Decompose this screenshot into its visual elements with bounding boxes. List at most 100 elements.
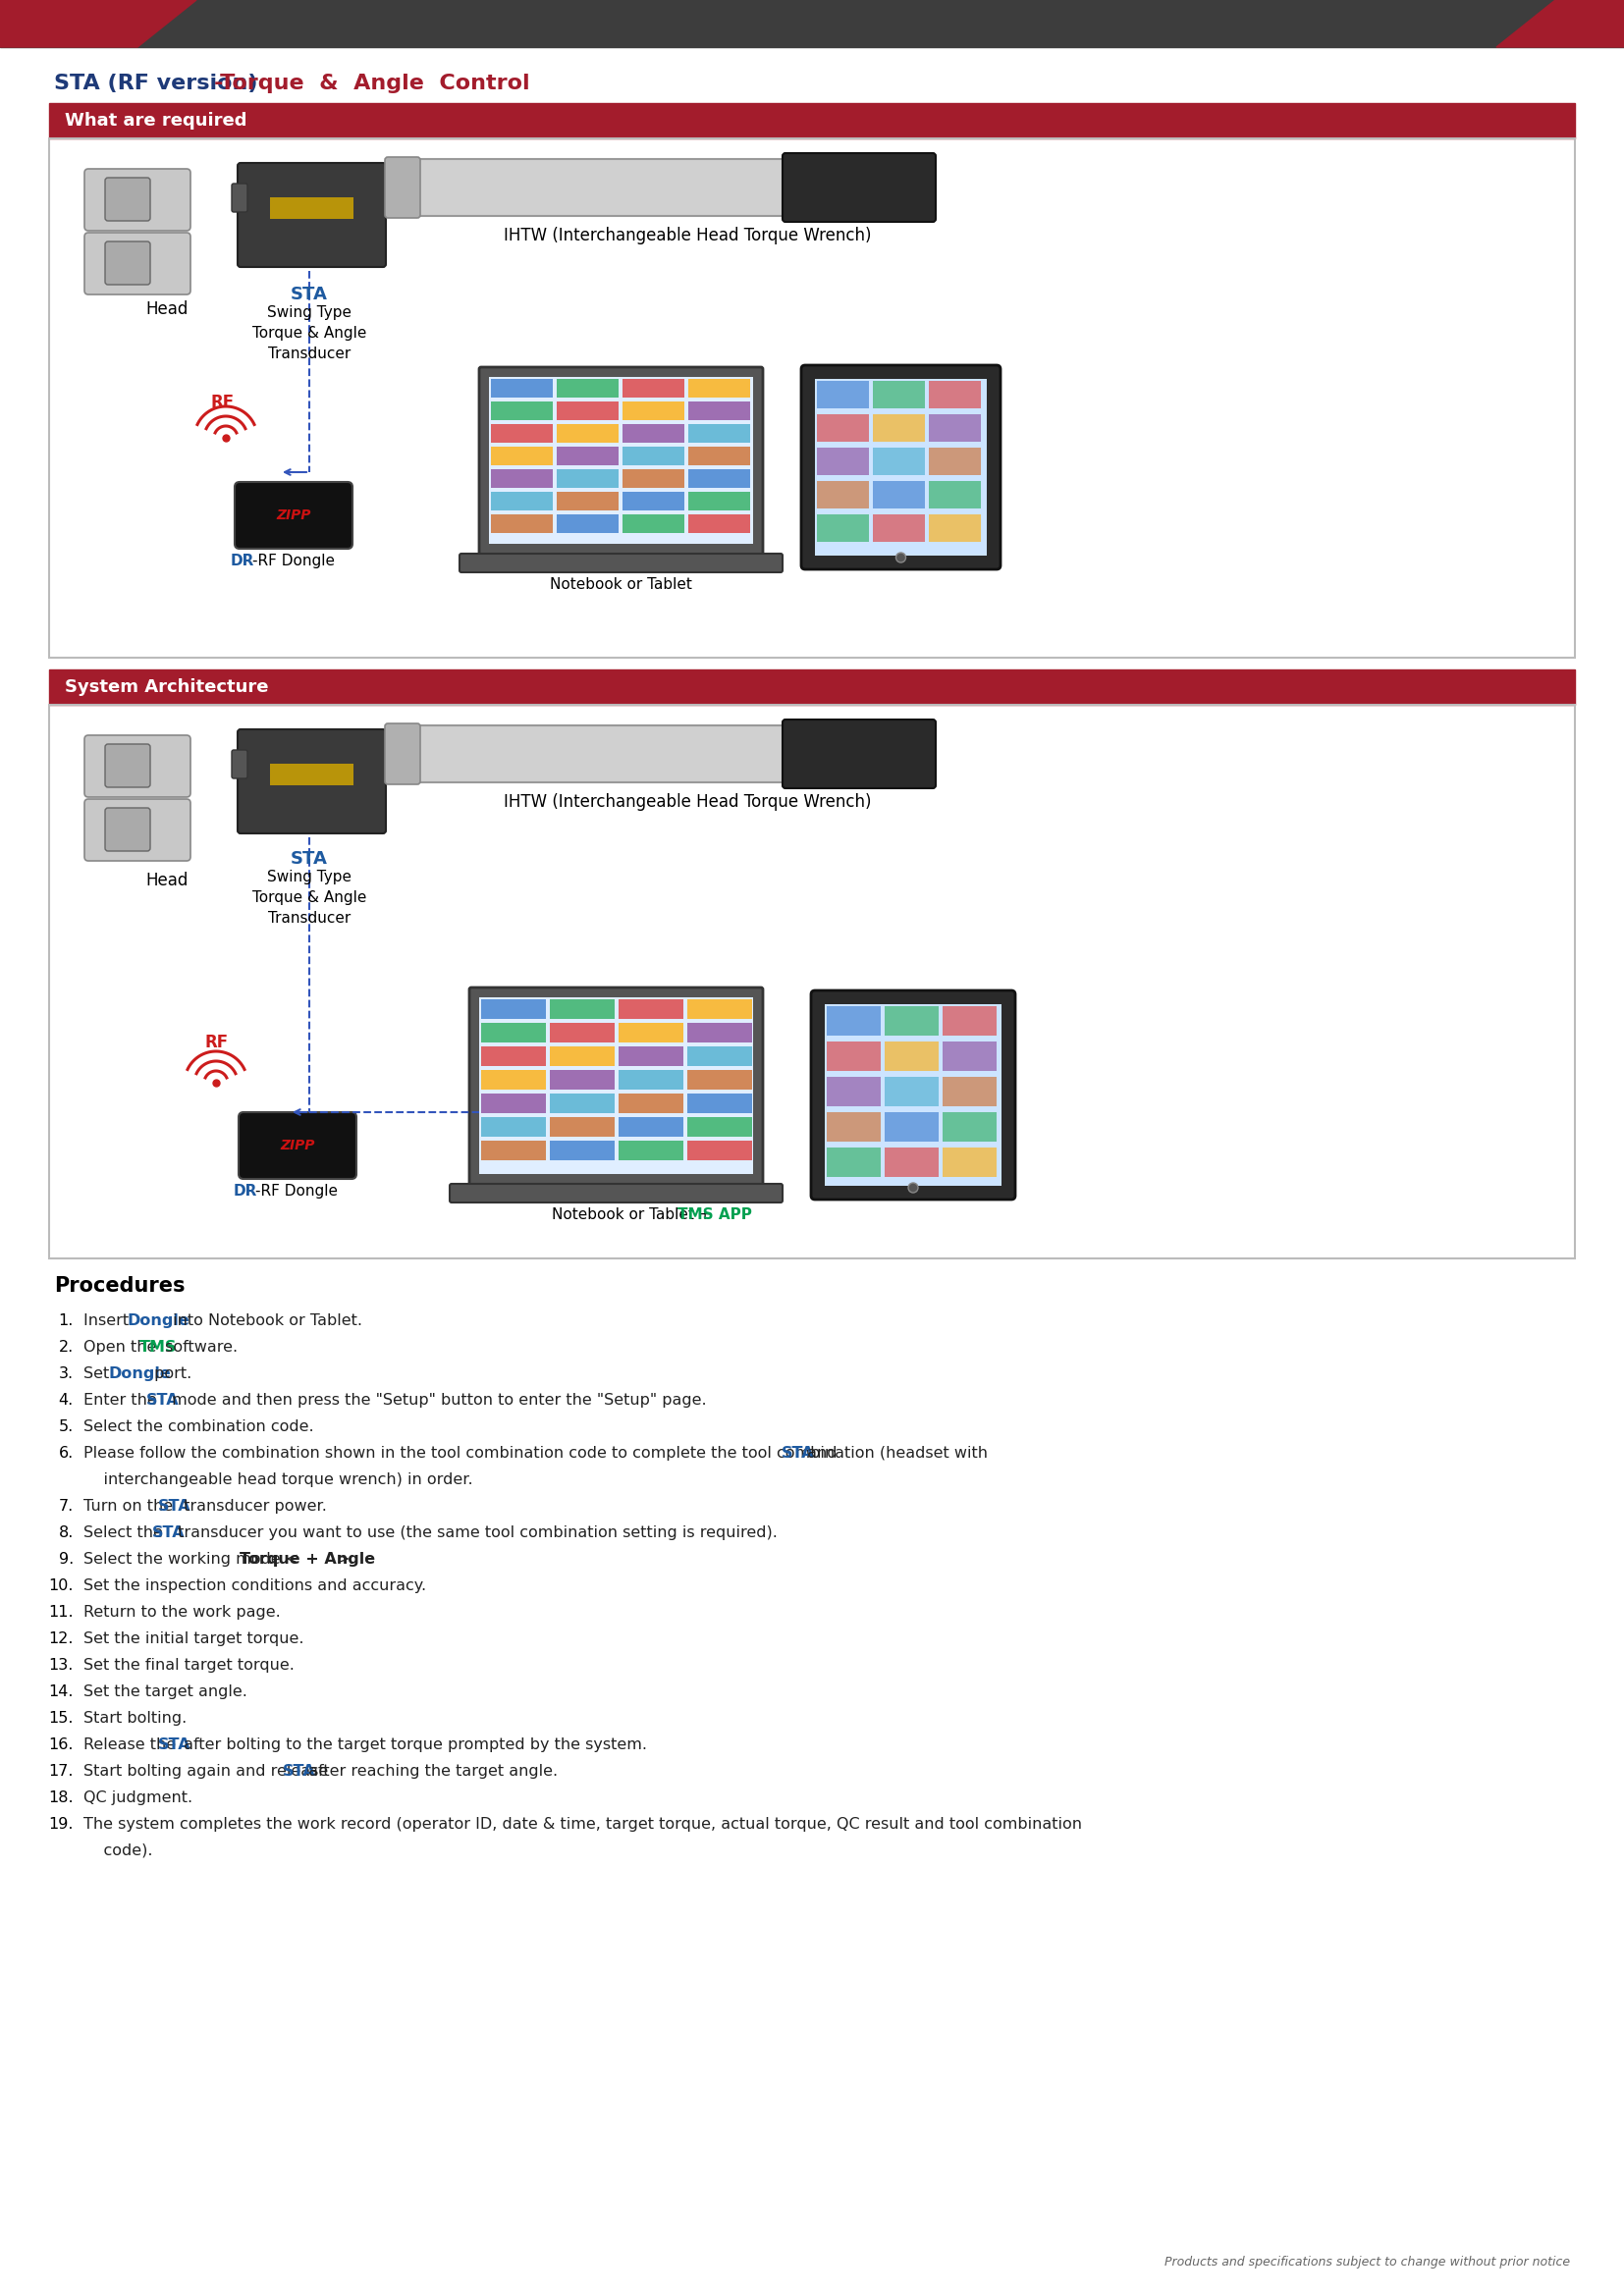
Text: RF: RF xyxy=(211,393,235,411)
Bar xyxy=(929,514,981,542)
Bar xyxy=(622,425,684,443)
Bar xyxy=(551,1118,614,1137)
FancyBboxPatch shape xyxy=(239,1111,356,1178)
Bar xyxy=(689,468,750,487)
Text: QC judgment.: QC judgment. xyxy=(83,1791,193,1805)
FancyBboxPatch shape xyxy=(783,719,935,788)
Bar xyxy=(622,448,684,466)
Bar xyxy=(481,1070,546,1091)
Bar xyxy=(490,425,552,443)
FancyBboxPatch shape xyxy=(237,163,387,266)
Bar xyxy=(489,377,754,544)
Text: Set the inspection conditions and accuracy.: Set the inspection conditions and accura… xyxy=(83,1577,425,1593)
Text: transducer you want to use (the same tool combination setting is required).: transducer you want to use (the same too… xyxy=(172,1525,778,1541)
Bar xyxy=(885,1148,939,1178)
Bar xyxy=(557,379,619,397)
Bar xyxy=(557,448,619,466)
Bar xyxy=(942,1006,997,1035)
FancyBboxPatch shape xyxy=(106,744,151,788)
Text: Turn on the: Turn on the xyxy=(83,1499,179,1513)
Bar xyxy=(622,514,684,533)
Bar xyxy=(929,480,981,507)
Text: Dongle: Dongle xyxy=(109,1366,171,1382)
Text: ZIPP: ZIPP xyxy=(279,1139,315,1153)
Circle shape xyxy=(896,553,906,563)
Bar xyxy=(929,381,981,409)
Bar xyxy=(619,1118,684,1137)
Text: 11.: 11. xyxy=(49,1605,73,1619)
FancyBboxPatch shape xyxy=(84,735,190,797)
Text: 4.: 4. xyxy=(58,1394,73,1407)
FancyBboxPatch shape xyxy=(106,808,151,852)
Text: Head: Head xyxy=(146,301,188,319)
Bar xyxy=(942,1077,997,1107)
Text: Torque + Angle: Torque + Angle xyxy=(239,1552,375,1566)
Bar xyxy=(481,1141,546,1159)
Bar xyxy=(942,1042,997,1070)
Bar xyxy=(490,468,552,487)
Text: RF: RF xyxy=(205,1033,227,1052)
Bar xyxy=(872,514,926,542)
Bar xyxy=(817,514,869,542)
Bar xyxy=(551,1047,614,1065)
Text: -Torque  &  Angle  Control: -Torque & Angle Control xyxy=(214,73,529,94)
Text: Dongle: Dongle xyxy=(127,1313,190,1327)
Text: 14.: 14. xyxy=(49,1685,73,1699)
FancyBboxPatch shape xyxy=(460,553,783,572)
FancyBboxPatch shape xyxy=(801,365,1000,569)
FancyBboxPatch shape xyxy=(232,751,247,778)
Bar xyxy=(619,1093,684,1114)
Bar xyxy=(827,1077,880,1107)
Bar xyxy=(872,381,926,409)
FancyBboxPatch shape xyxy=(385,723,421,785)
Text: into Notebook or Tablet.: into Notebook or Tablet. xyxy=(169,1313,362,1327)
FancyBboxPatch shape xyxy=(84,232,190,294)
Bar xyxy=(619,1022,684,1042)
Bar xyxy=(689,425,750,443)
FancyBboxPatch shape xyxy=(84,799,190,861)
FancyBboxPatch shape xyxy=(385,156,421,218)
Text: Procedures: Procedures xyxy=(54,1277,185,1295)
Text: -RF Dongle: -RF Dongle xyxy=(255,1185,338,1199)
Bar xyxy=(872,413,926,441)
Bar xyxy=(270,765,354,785)
Bar xyxy=(551,999,614,1019)
Bar xyxy=(270,197,354,218)
Text: -RF Dongle: -RF Dongle xyxy=(252,553,335,569)
FancyBboxPatch shape xyxy=(106,241,151,285)
Bar xyxy=(49,705,1575,1258)
Bar xyxy=(557,468,619,487)
Bar xyxy=(0,0,1624,48)
Bar xyxy=(551,1022,614,1042)
Bar xyxy=(885,1077,939,1107)
Polygon shape xyxy=(0,0,197,48)
Bar xyxy=(551,1093,614,1114)
Bar xyxy=(815,379,987,556)
Text: Set the target angle.: Set the target angle. xyxy=(83,1685,247,1699)
Bar xyxy=(689,514,750,533)
FancyBboxPatch shape xyxy=(232,184,247,211)
Bar xyxy=(827,1148,880,1178)
Text: Products and specifications subject to change without prior notice: Products and specifications subject to c… xyxy=(1164,2255,1570,2268)
Text: 15.: 15. xyxy=(49,1711,73,1727)
FancyBboxPatch shape xyxy=(783,154,935,223)
Text: Enter the: Enter the xyxy=(83,1394,162,1407)
Text: Select the working mode <: Select the working mode < xyxy=(83,1552,299,1566)
Text: STA: STA xyxy=(158,1499,192,1513)
Bar xyxy=(481,999,546,1019)
Text: TMS: TMS xyxy=(140,1341,177,1355)
Bar xyxy=(481,1093,546,1114)
Text: 12.: 12. xyxy=(49,1632,73,1646)
Bar xyxy=(825,1003,1002,1185)
Bar xyxy=(622,379,684,397)
Bar xyxy=(885,1006,939,1035)
FancyBboxPatch shape xyxy=(388,158,818,216)
Bar xyxy=(49,670,1575,705)
Bar xyxy=(622,468,684,487)
Bar xyxy=(689,379,750,397)
Text: port.: port. xyxy=(149,1366,192,1382)
Text: 19.: 19. xyxy=(49,1816,73,1832)
Bar xyxy=(481,1047,546,1065)
Text: and: and xyxy=(802,1446,838,1460)
Bar xyxy=(885,1111,939,1141)
